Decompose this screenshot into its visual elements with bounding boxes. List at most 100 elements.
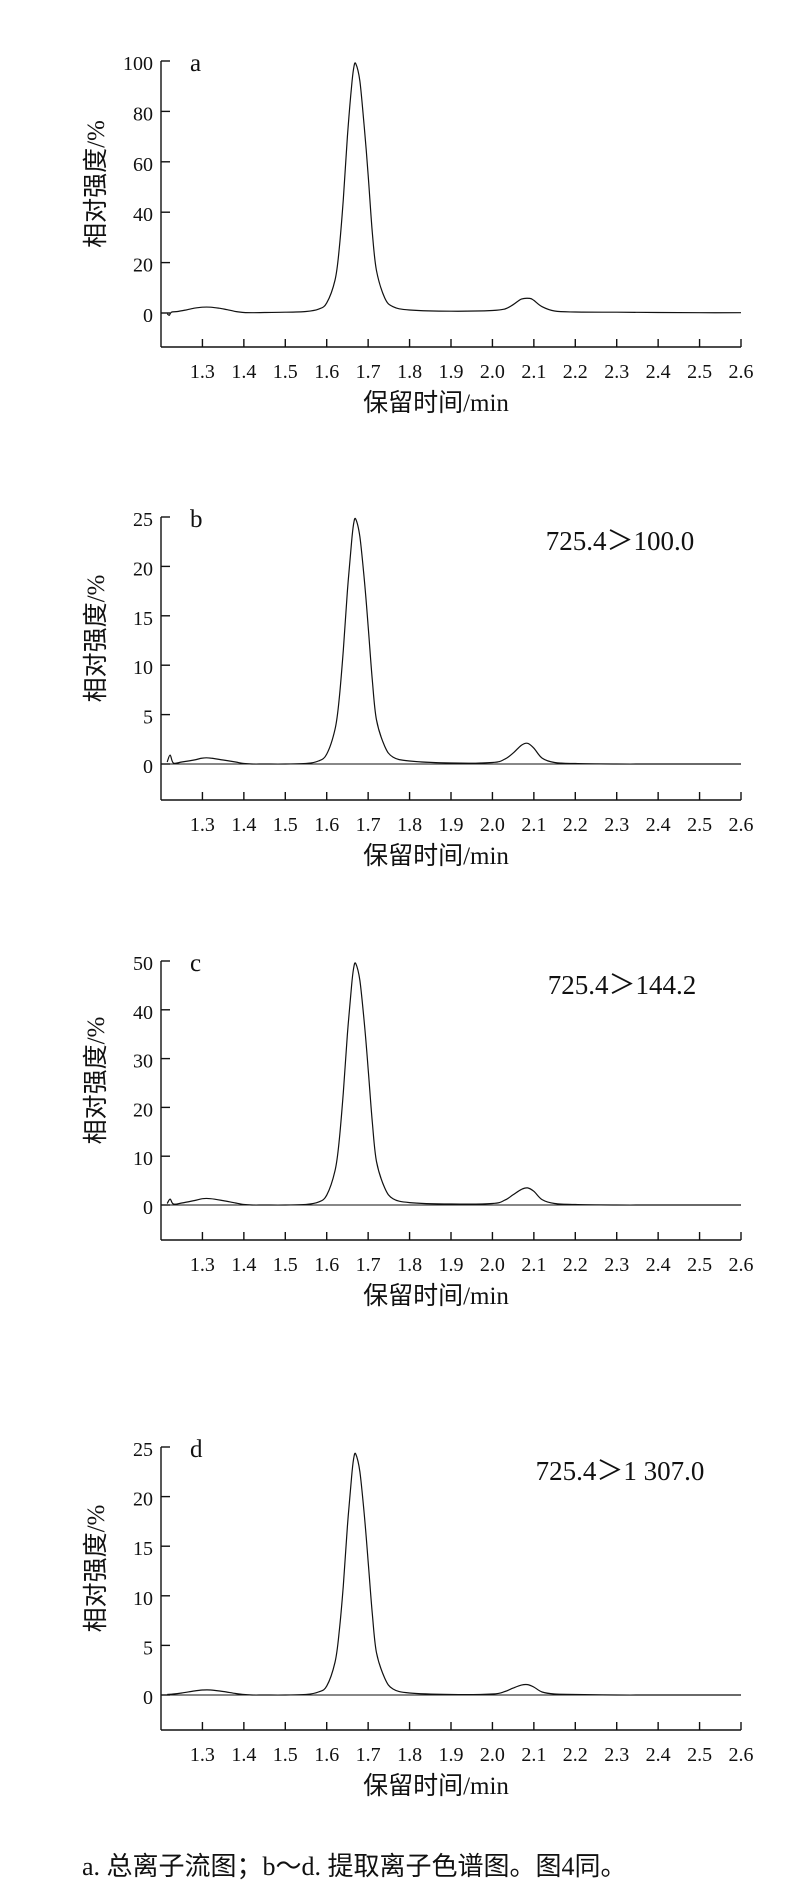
x-tick-label: 1.7 — [356, 1254, 381, 1276]
y-axis-title: 相对强度/% — [82, 1505, 110, 1633]
x-tick-label: 2.4 — [646, 814, 671, 836]
ion-transition-label: 725.4＞1 307.0 — [536, 1456, 705, 1486]
y-tick-label: 30 — [133, 1051, 153, 1073]
y-tick-label: 20 — [133, 255, 153, 277]
y-tick-label: 40 — [133, 204, 153, 226]
x-tick-label: 1.5 — [273, 814, 298, 836]
x-tick-label: 2.0 — [480, 1744, 505, 1766]
panel-label: b — [190, 506, 203, 533]
y-tick-label: 100 — [123, 53, 153, 75]
x-tick-label: 2.3 — [604, 814, 629, 836]
x-tick-label: 1.9 — [439, 1254, 464, 1276]
y-tick-label: 20 — [133, 1099, 153, 1121]
y-tick-label: 0 — [143, 305, 153, 327]
ion-transition-label: 725.4＞100.0 — [546, 526, 695, 556]
x-tick-label: 2.5 — [687, 1254, 712, 1276]
x-tick-label: 2.5 — [687, 1744, 712, 1766]
chromatogram-trace — [166, 517, 741, 765]
x-tick-label: 1.7 — [356, 361, 381, 383]
x-tick-label: 2.6 — [729, 1744, 754, 1766]
y-tick-label: 10 — [133, 1588, 153, 1610]
x-tick-label: 2.2 — [563, 1744, 588, 1766]
y-tick-label: 15 — [133, 1538, 153, 1560]
x-tick-label: 1.3 — [190, 361, 215, 383]
x-axis-title: 保留时间/min — [363, 1772, 509, 1800]
x-tick-label: 1.5 — [273, 361, 298, 383]
y-tick-label: 60 — [133, 154, 153, 176]
x-tick-label: 1.5 — [273, 1254, 298, 1276]
x-tick-label: 2.3 — [604, 361, 629, 383]
panel-label: d — [190, 1436, 203, 1463]
x-tick-label: 2.4 — [646, 1254, 671, 1276]
y-tick-label: 0 — [143, 756, 153, 778]
y-tick-label: 15 — [133, 608, 153, 630]
x-tick-label: 1.6 — [314, 814, 339, 836]
y-tick-label: 40 — [133, 1002, 153, 1024]
x-tick-label: 1.6 — [314, 361, 339, 383]
ion-transition-label: 725.4＞144.2 — [548, 970, 697, 1000]
chart-panel-b: 0 5 10 15 20 25 1.3 1.4 1.5 1.6 1.7 1.8 1.9 2.0 2.1 2.2… — [82, 506, 754, 870]
chart-panel-c: 0 10 20 30 40 50 1.3 1.4 1.5 1.6 1.7 1.8 1.9 2.0 2.1 2.… — [82, 950, 754, 1310]
chromatogram-trace — [167, 1452, 741, 1696]
x-tick-label: 1.4 — [231, 361, 256, 383]
y-tick-label: 10 — [133, 1148, 153, 1170]
y-tick-label: 5 — [143, 707, 153, 729]
y-tick-label: 25 — [133, 509, 153, 531]
x-tick-label: 2.1 — [521, 361, 546, 383]
x-tick-label: 1.3 — [190, 1744, 215, 1766]
x-tick-label: 2.1 — [521, 814, 546, 836]
x-tick-label: 1.3 — [190, 814, 215, 836]
x-tick-label: 1.6 — [314, 1744, 339, 1766]
x-tick-label: 2.6 — [729, 1254, 754, 1276]
panel-label: c — [190, 950, 201, 977]
y-tick-label: 20 — [133, 558, 153, 580]
x-tick-label: 2.5 — [687, 814, 712, 836]
x-tick-label: 1.4 — [231, 1254, 256, 1276]
x-tick-label: 2.5 — [687, 361, 712, 383]
x-tick-label: 2.3 — [604, 1744, 629, 1766]
x-tick-label: 2.4 — [646, 1744, 671, 1766]
y-tick-label: 50 — [133, 953, 153, 975]
x-axis-title: 保留时间/min — [363, 1282, 509, 1310]
x-tick-label: 1.4 — [231, 814, 256, 836]
x-tick-label: 2.6 — [729, 361, 754, 383]
x-tick-label: 2.6 — [729, 814, 754, 836]
chart-panel-a: 0 20 40 60 80 100 1.3 1.4 1.5 1.6 1.7 1.8 1.9 2.0 2.1 2… — [82, 50, 754, 417]
x-tick-label: 1.5 — [273, 1744, 298, 1766]
x-tick-label: 1.7 — [356, 814, 381, 836]
x-tick-label: 2.4 — [646, 361, 671, 383]
y-tick-label: 0 — [143, 1197, 153, 1219]
x-tick-label: 1.8 — [397, 1744, 422, 1766]
x-tick-label: 2.0 — [480, 1254, 505, 1276]
chromatogram-trace — [166, 962, 741, 1206]
x-tick-label: 1.9 — [439, 814, 464, 836]
x-tick-label: 1.4 — [231, 1744, 256, 1766]
y-tick-label: 5 — [143, 1637, 153, 1659]
panel-label: a — [190, 50, 201, 77]
chromatogram-trace — [166, 62, 742, 316]
x-tick-label: 2.1 — [521, 1744, 546, 1766]
y-tick-label: 10 — [133, 657, 153, 679]
y-axis-title: 相对强度/% — [82, 120, 110, 248]
x-tick-label: 1.6 — [314, 1254, 339, 1276]
x-tick-label: 1.9 — [439, 361, 464, 383]
y-tick-label: 80 — [133, 103, 153, 125]
x-tick-label: 1.8 — [397, 361, 422, 383]
x-tick-label: 2.3 — [604, 1254, 629, 1276]
y-axis-title: 相对强度/% — [82, 575, 110, 703]
x-tick-label: 2.2 — [563, 361, 588, 383]
y-tick-label: 0 — [143, 1687, 153, 1709]
figure-caption: a. 总离子流图；b～d. 提取离子色谱图。图4同。 — [82, 1852, 627, 1881]
x-tick-label: 2.2 — [563, 1254, 588, 1276]
x-tick-label: 1.8 — [397, 814, 422, 836]
x-tick-label: 2.1 — [521, 1254, 546, 1276]
x-tick-label: 1.3 — [190, 1254, 215, 1276]
y-tick-label: 20 — [133, 1489, 153, 1511]
x-tick-label: 1.7 — [356, 1744, 381, 1766]
y-tick-label: 25 — [133, 1439, 153, 1461]
x-tick-label: 2.0 — [480, 814, 505, 836]
x-tick-label: 2.0 — [480, 361, 505, 383]
x-tick-label: 1.9 — [439, 1744, 464, 1766]
x-axis-title: 保留时间/min — [363, 389, 509, 417]
